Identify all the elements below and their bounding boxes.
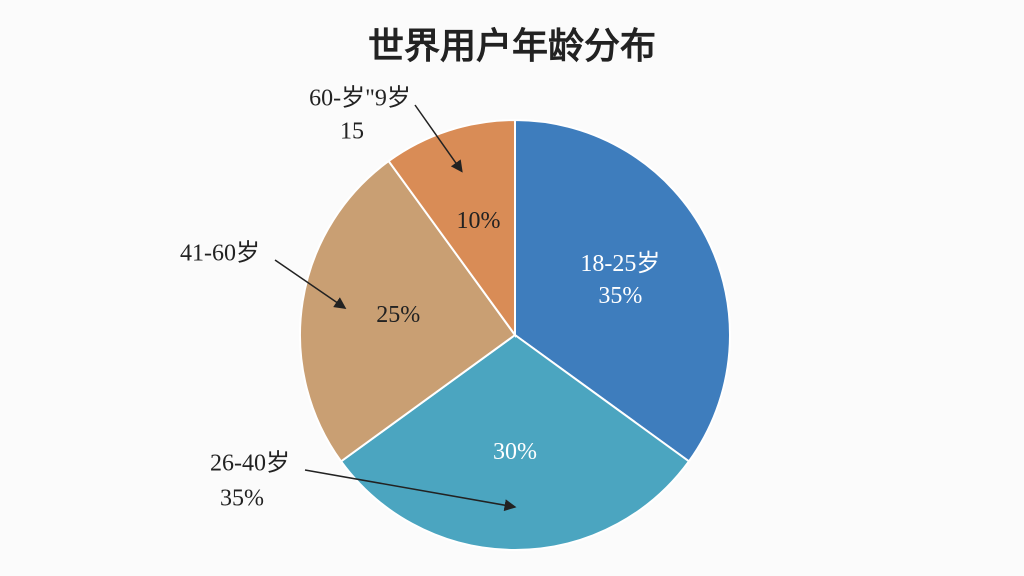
value-label: 25% [376, 302, 420, 328]
pie-slice [387, 118, 516, 339]
pie-slice [339, 333, 691, 552]
leader-arrow [414, 104, 463, 173]
annotation: 15 [340, 119, 364, 145]
value-label: 10% [456, 208, 500, 234]
leader-arrow [274, 259, 347, 309]
annotation: 35% [220, 486, 264, 512]
pie-slice [299, 159, 517, 463]
chart-title: 世界用户年龄分布 [368, 26, 656, 67]
slice-label: 26-40岁 [210, 450, 290, 477]
pie-slice [514, 118, 731, 463]
leader-arrow [304, 469, 517, 512]
slice-label: 60-岁"9岁 [309, 85, 411, 112]
value-label: 30% [493, 439, 537, 465]
slice-label: 18-25岁 [580, 250, 660, 277]
slice-label: 41-60岁 [180, 240, 260, 267]
value-label: 35% [598, 283, 642, 309]
